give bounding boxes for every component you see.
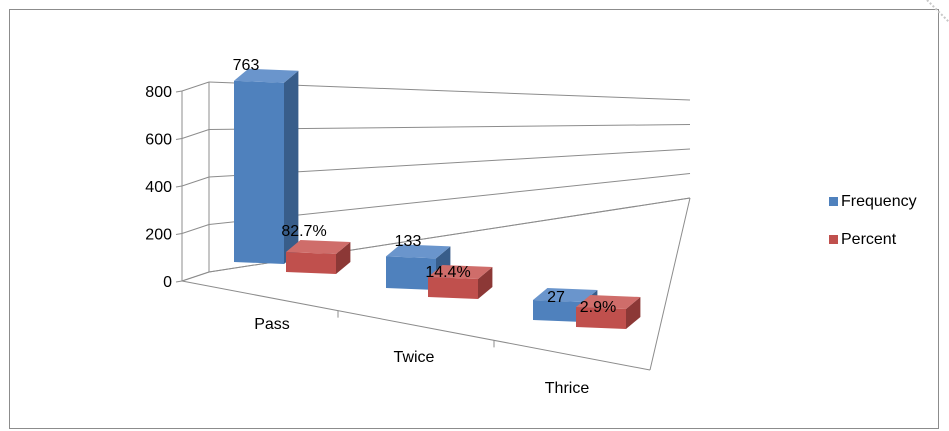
data-label-frequency: 763: [233, 57, 260, 74]
bar-top-face: [576, 295, 641, 309]
bars: [234, 68, 641, 329]
bar-percent: [428, 265, 493, 299]
bar-front-face: [576, 307, 626, 329]
bar-front-face: [386, 256, 436, 290]
side-gridline: [181, 224, 210, 234]
floor-right-edge: [649, 197, 691, 371]
y-tick-mark: [175, 233, 183, 235]
bar-front-face: [234, 80, 284, 264]
x-category-label: Twice: [394, 349, 435, 366]
bar-side-face: [336, 242, 351, 274]
legend[interactable]: Frequency Percent: [829, 193, 917, 248]
data-label-percent: 2.9%: [580, 299, 616, 316]
bar-top-face: [428, 265, 493, 279]
side-gridline: [181, 129, 210, 139]
y-tick-label: 200: [145, 227, 172, 244]
y-tick-label: 0: [163, 274, 172, 291]
y-tick-label: 400: [145, 179, 172, 196]
bar-side-face: [478, 267, 493, 299]
y-tick-mark: [175, 280, 183, 283]
x-category-label: Thrice: [545, 380, 590, 397]
y-tick-label: 800: [145, 84, 172, 101]
bar-top-face: [533, 288, 598, 302]
y-tick-mark: [175, 185, 183, 188]
y-tick-label: 600: [145, 132, 172, 149]
legend-label-frequency[interactable]: Frequency: [841, 193, 917, 210]
x-axis-line: [181, 280, 651, 371]
bar-front-face: [428, 277, 478, 299]
floor-left-edge: [181, 271, 210, 282]
bar-top-face: [234, 68, 299, 83]
bar-percent: [286, 240, 351, 274]
y-tick-mark: [175, 138, 183, 140]
legend-swatch-frequency[interactable]: [829, 197, 838, 206]
bar-front-face: [286, 252, 336, 274]
bar-side-face: [626, 297, 641, 329]
data-label-percent: 82.7%: [281, 223, 326, 240]
bar-top-face: [286, 240, 351, 254]
legend-label-percent[interactable]: Percent: [841, 231, 897, 248]
side-gridline: [181, 81, 210, 92]
y-tick-mark: [175, 90, 183, 93]
chart-frame: [9, 9, 939, 429]
side-gridline: [181, 176, 210, 187]
data-label-frequency: 133: [395, 233, 422, 250]
legend-swatch-percent[interactable]: [829, 235, 838, 244]
labels: Pass Twice Thrice 763 133 27 82.7% 14.4% 2.9%: [233, 57, 617, 397]
bar-percent: [576, 295, 641, 329]
bar-top-face: [386, 244, 451, 259]
data-label-percent: 14.4%: [425, 264, 470, 281]
bar-frequency: [234, 68, 299, 264]
x-category-label: Pass: [254, 316, 290, 333]
data-label-frequency: 27: [547, 289, 565, 306]
bar-side-face: [284, 70, 299, 264]
bar-front-face: [533, 300, 583, 322]
corner-fold-mark: [926, 0, 949, 23]
